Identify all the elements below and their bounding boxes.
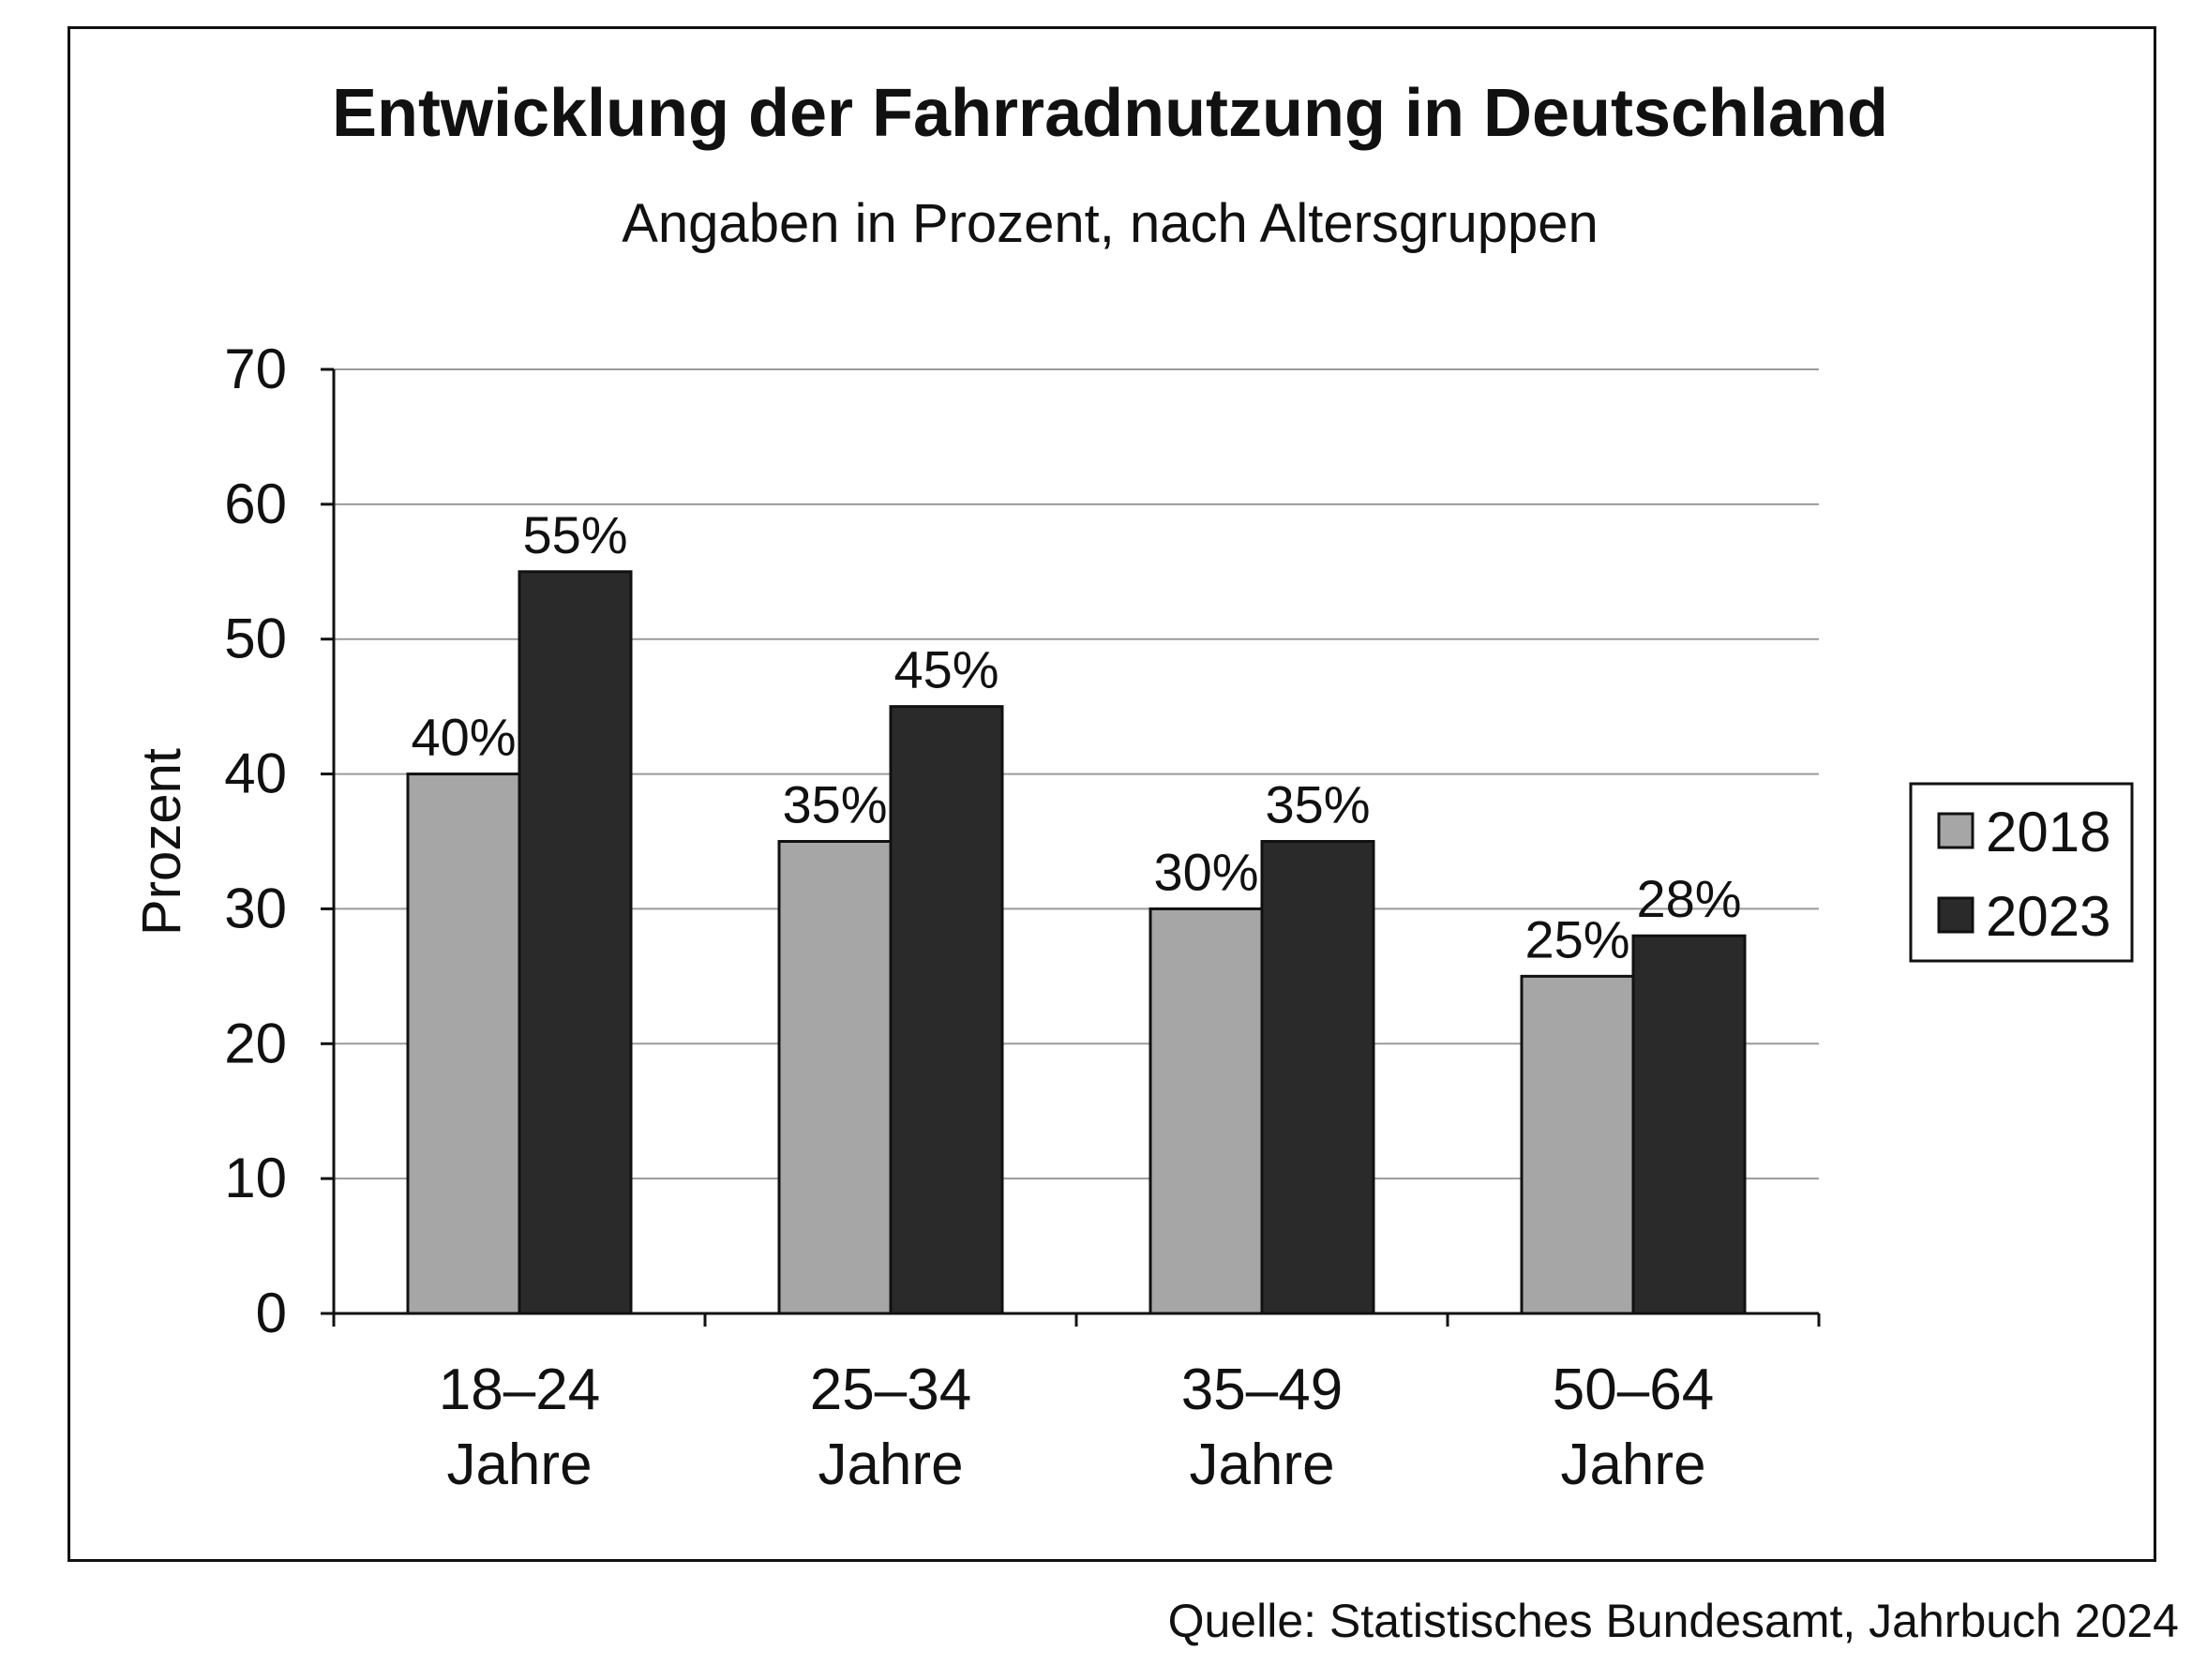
x-category-label: Jahre [818,1432,963,1497]
y-tick-label: 40 [224,742,287,805]
bar-2023-2 [1260,840,1375,1315]
legend-swatch-2018 [1937,812,1974,849]
bar-2018-0 [406,772,521,1315]
source-note: Quelle: Statistisches Bundesamt, Jahrbuc… [1167,1595,2179,1647]
x-category-label: Jahre [446,1432,592,1497]
bar-2018-3 [1520,974,1635,1315]
legend-label-2023: 2023 [1986,885,2110,948]
chart-subtitle: Angaben in Prozent, nach Altersgruppen [622,193,1599,254]
y-tick-label: 30 [224,877,287,939]
y-tick-label: 10 [224,1147,287,1209]
bar-2018-2 [1149,907,1264,1315]
bar-2023-1 [889,705,1004,1315]
bar-value-label: 25% [1524,909,1629,968]
y-tick-label: 0 [256,1282,287,1344]
bar-value-label: 30% [1153,842,1258,901]
x-category-label: 18–24 [439,1358,600,1422]
bars [406,570,1747,1315]
labels: 0 10 20 30 40 50 60 70 40% 55% 18–24 Jahre 35% 45% 25–… [224,338,1741,1497]
x-category-label: 35–49 [1181,1358,1343,1422]
bar-value-label: 55% [522,505,627,564]
x-category-label: 50–64 [1553,1358,1714,1422]
x-category-label: 25–34 [810,1358,971,1422]
chart-title: Entwicklung der Fahrradnutzung in Deutsc… [332,76,1888,151]
x-category-label: Jahre [1189,1432,1334,1497]
bar-2023-0 [518,570,633,1315]
axes [321,368,1821,1327]
bar-value-label: 35% [782,775,887,834]
y-tick-label: 60 [224,472,287,535]
bar-2018-1 [777,840,893,1315]
bar-value-label: 45% [893,640,998,699]
legend-label-2018: 2018 [1986,801,2110,863]
bar-value-label: 40% [411,708,516,767]
legend-swatch-2023 [1937,896,1974,934]
y-tick-label: 70 [224,338,287,400]
legend: 2018 2023 [1909,782,2134,963]
y-tick-label: 50 [224,608,287,670]
y-tick-label: 20 [224,1012,287,1074]
bar-value-label: 35% [1265,775,1370,834]
bar-value-label: 28% [1636,869,1741,928]
x-category-label: Jahre [1560,1432,1705,1497]
bar-2023-3 [1631,934,1747,1315]
y-axis-label: Prozent [131,748,192,936]
